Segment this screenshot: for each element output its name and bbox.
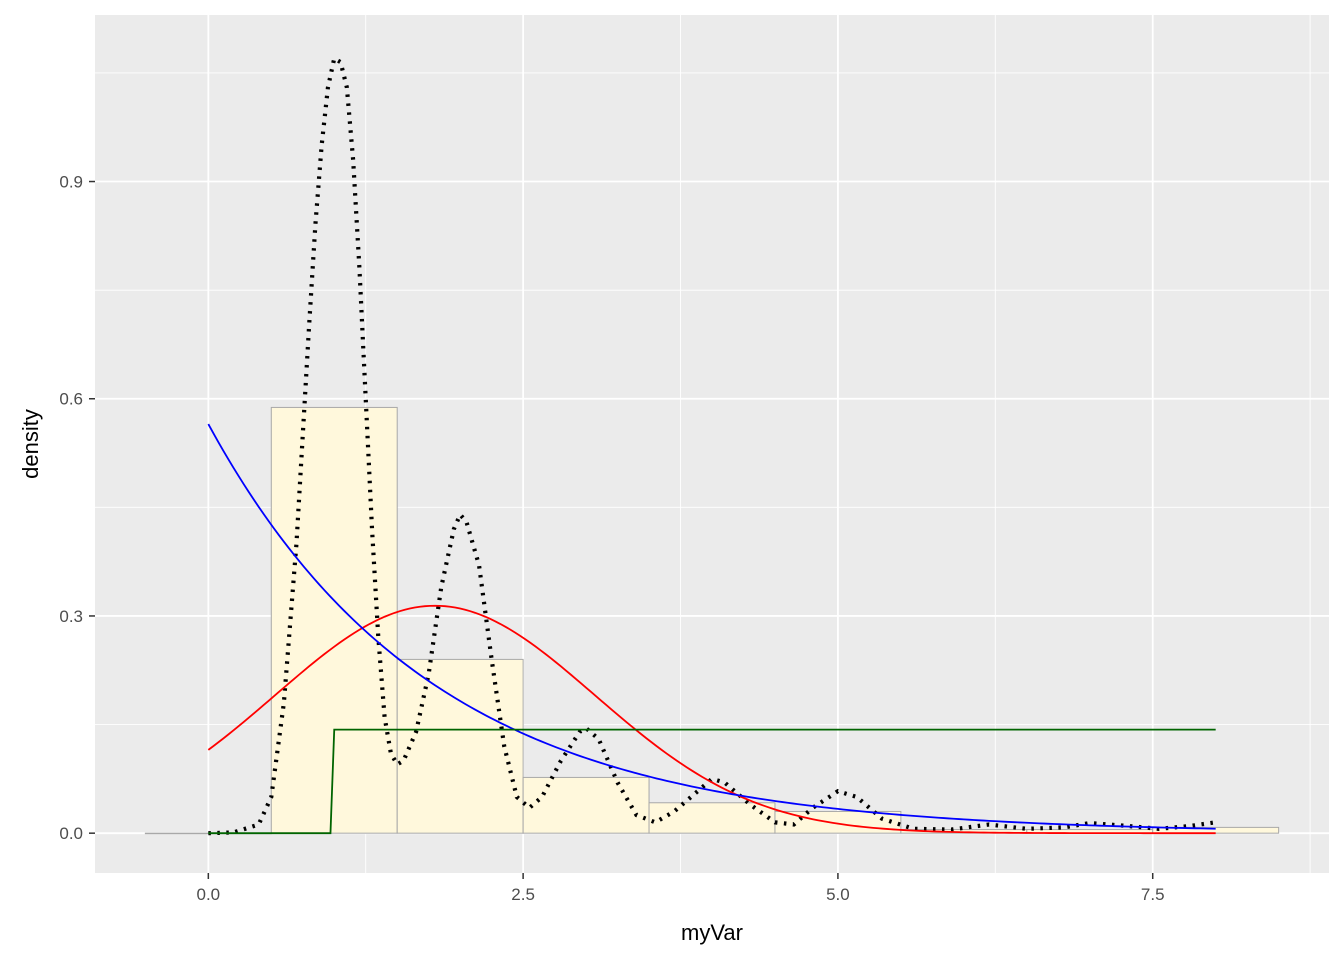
x-tick-label: 0.0 [197, 885, 221, 904]
density-curves [207, 55, 1216, 836]
histogram-bar [648, 802, 776, 834]
y-tick-label: 0.0 [59, 824, 83, 843]
x-tick-label: 5.0 [826, 885, 850, 904]
x-axis: 0.0 2.5 5.0 7.5 [197, 873, 1165, 904]
histogram-bar [522, 776, 650, 834]
x-axis-title: myVar [681, 920, 743, 945]
y-axis: 0.0 0.3 0.6 0.9 [59, 173, 95, 843]
kernel-density-curve [208, 55, 1216, 836]
step-curve [208, 728, 1216, 835]
minor-gridlines [95, 15, 1329, 873]
histogram-bar [1152, 826, 1280, 834]
y-axis-title: density [18, 409, 43, 479]
y-tick-label: 0.3 [59, 607, 83, 626]
x-tick-label: 7.5 [1141, 885, 1165, 904]
y-tick-label: 0.9 [59, 173, 83, 192]
normal-fit-curve [207, 604, 1216, 835]
exponential-fit-curve [207, 423, 1216, 830]
x-tick-label: 2.5 [511, 885, 535, 904]
y-tick-label: 0.6 [59, 390, 83, 409]
